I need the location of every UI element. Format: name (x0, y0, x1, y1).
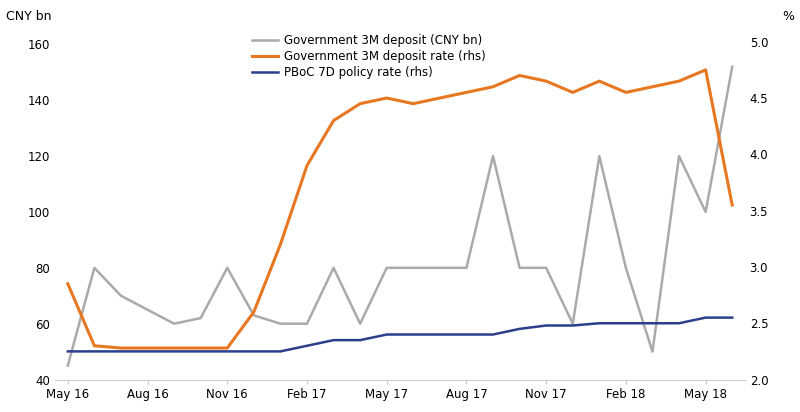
PBoC 7D policy rate (rhs) (621, 321, 630, 326)
Line: Government 3M deposit (CNY bn): Government 3M deposit (CNY bn) (68, 67, 732, 365)
Government 3M deposit (CNY bn) (409, 265, 418, 270)
Government 3M deposit (CNY bn) (142, 307, 152, 312)
Government 3M deposit (CNY bn) (249, 313, 258, 318)
PBoC 7D policy rate (rhs) (701, 315, 710, 320)
Government 3M deposit (CNY bn) (621, 265, 630, 270)
Government 3M deposit (CNY bn) (116, 293, 126, 298)
Government 3M deposit (CNY bn) (435, 265, 445, 270)
PBoC 7D policy rate (rhs) (674, 321, 684, 326)
PBoC 7D policy rate (rhs) (196, 349, 206, 354)
Government 3M deposit (CNY bn) (488, 154, 498, 159)
Government 3M deposit (CNY bn) (674, 154, 684, 159)
PBoC 7D policy rate (rhs) (90, 349, 99, 354)
PBoC 7D policy rate (rhs) (355, 338, 365, 343)
Government 3M deposit (CNY bn) (594, 154, 604, 159)
Government 3M deposit (CNY bn) (462, 265, 471, 270)
Government 3M deposit (CNY bn) (170, 321, 179, 326)
Government 3M deposit rate (rhs) (302, 163, 312, 168)
Government 3M deposit (CNY bn) (222, 265, 232, 270)
Government 3M deposit rate (rhs) (435, 96, 445, 101)
PBoC 7D policy rate (rhs) (409, 332, 418, 337)
Government 3M deposit (CNY bn) (568, 321, 578, 326)
Government 3M deposit (CNY bn) (727, 64, 737, 69)
Government 3M deposit rate (rhs) (409, 101, 418, 106)
Government 3M deposit rate (rhs) (196, 346, 206, 351)
Government 3M deposit rate (rhs) (594, 79, 604, 84)
PBoC 7D policy rate (rhs) (329, 338, 338, 343)
Government 3M deposit rate (rhs) (355, 101, 365, 106)
Government 3M deposit (CNY bn) (701, 210, 710, 215)
PBoC 7D policy rate (rhs) (142, 349, 152, 354)
Line: Government 3M deposit rate (rhs): Government 3M deposit rate (rhs) (68, 70, 732, 348)
Government 3M deposit (CNY bn) (276, 321, 286, 326)
Government 3M deposit rate (rhs) (329, 118, 338, 123)
Government 3M deposit rate (rhs) (276, 242, 286, 247)
Government 3M deposit (CNY bn) (196, 316, 206, 321)
Government 3M deposit rate (rhs) (727, 203, 737, 208)
Government 3M deposit (CNY bn) (382, 265, 391, 270)
Line: PBoC 7D policy rate (rhs): PBoC 7D policy rate (rhs) (68, 318, 732, 351)
Government 3M deposit rate (rhs) (542, 79, 551, 84)
Government 3M deposit rate (rhs) (116, 346, 126, 351)
PBoC 7D policy rate (rhs) (249, 349, 258, 354)
Government 3M deposit rate (rhs) (249, 309, 258, 314)
Government 3M deposit (CNY bn) (90, 265, 99, 270)
Government 3M deposit rate (rhs) (621, 90, 630, 95)
Government 3M deposit (CNY bn) (63, 363, 73, 368)
Text: CNY bn: CNY bn (6, 10, 52, 23)
PBoC 7D policy rate (rhs) (276, 349, 286, 354)
PBoC 7D policy rate (rhs) (727, 315, 737, 320)
Government 3M deposit rate (rhs) (142, 346, 152, 351)
Government 3M deposit rate (rhs) (170, 346, 179, 351)
Government 3M deposit rate (rhs) (648, 84, 658, 89)
Government 3M deposit rate (rhs) (63, 281, 73, 286)
Government 3M deposit (CNY bn) (542, 265, 551, 270)
PBoC 7D policy rate (rhs) (488, 332, 498, 337)
PBoC 7D policy rate (rhs) (435, 332, 445, 337)
Government 3M deposit (CNY bn) (648, 349, 658, 354)
Text: %: % (782, 10, 794, 23)
PBoC 7D policy rate (rhs) (568, 323, 578, 328)
Government 3M deposit (CNY bn) (355, 321, 365, 326)
PBoC 7D policy rate (rhs) (594, 321, 604, 326)
PBoC 7D policy rate (rhs) (462, 332, 471, 337)
Government 3M deposit rate (rhs) (488, 84, 498, 89)
Government 3M deposit (CNY bn) (514, 265, 524, 270)
PBoC 7D policy rate (rhs) (542, 323, 551, 328)
PBoC 7D policy rate (rhs) (648, 321, 658, 326)
Legend: Government 3M deposit (CNY bn), Government 3M deposit rate (rhs), PBoC 7D policy: Government 3M deposit (CNY bn), Governme… (247, 29, 490, 84)
PBoC 7D policy rate (rhs) (222, 349, 232, 354)
PBoC 7D policy rate (rhs) (170, 349, 179, 354)
Government 3M deposit rate (rhs) (462, 90, 471, 95)
PBoC 7D policy rate (rhs) (514, 326, 524, 331)
PBoC 7D policy rate (rhs) (116, 349, 126, 354)
Government 3M deposit rate (rhs) (382, 96, 391, 101)
PBoC 7D policy rate (rhs) (63, 349, 73, 354)
Government 3M deposit rate (rhs) (222, 346, 232, 351)
Government 3M deposit rate (rhs) (568, 90, 578, 95)
Government 3M deposit rate (rhs) (674, 79, 684, 84)
PBoC 7D policy rate (rhs) (302, 343, 312, 348)
Government 3M deposit rate (rhs) (701, 68, 710, 73)
Government 3M deposit rate (rhs) (514, 73, 524, 78)
Government 3M deposit rate (rhs) (90, 343, 99, 348)
Government 3M deposit (CNY bn) (329, 265, 338, 270)
PBoC 7D policy rate (rhs) (382, 332, 391, 337)
Government 3M deposit (CNY bn) (302, 321, 312, 326)
